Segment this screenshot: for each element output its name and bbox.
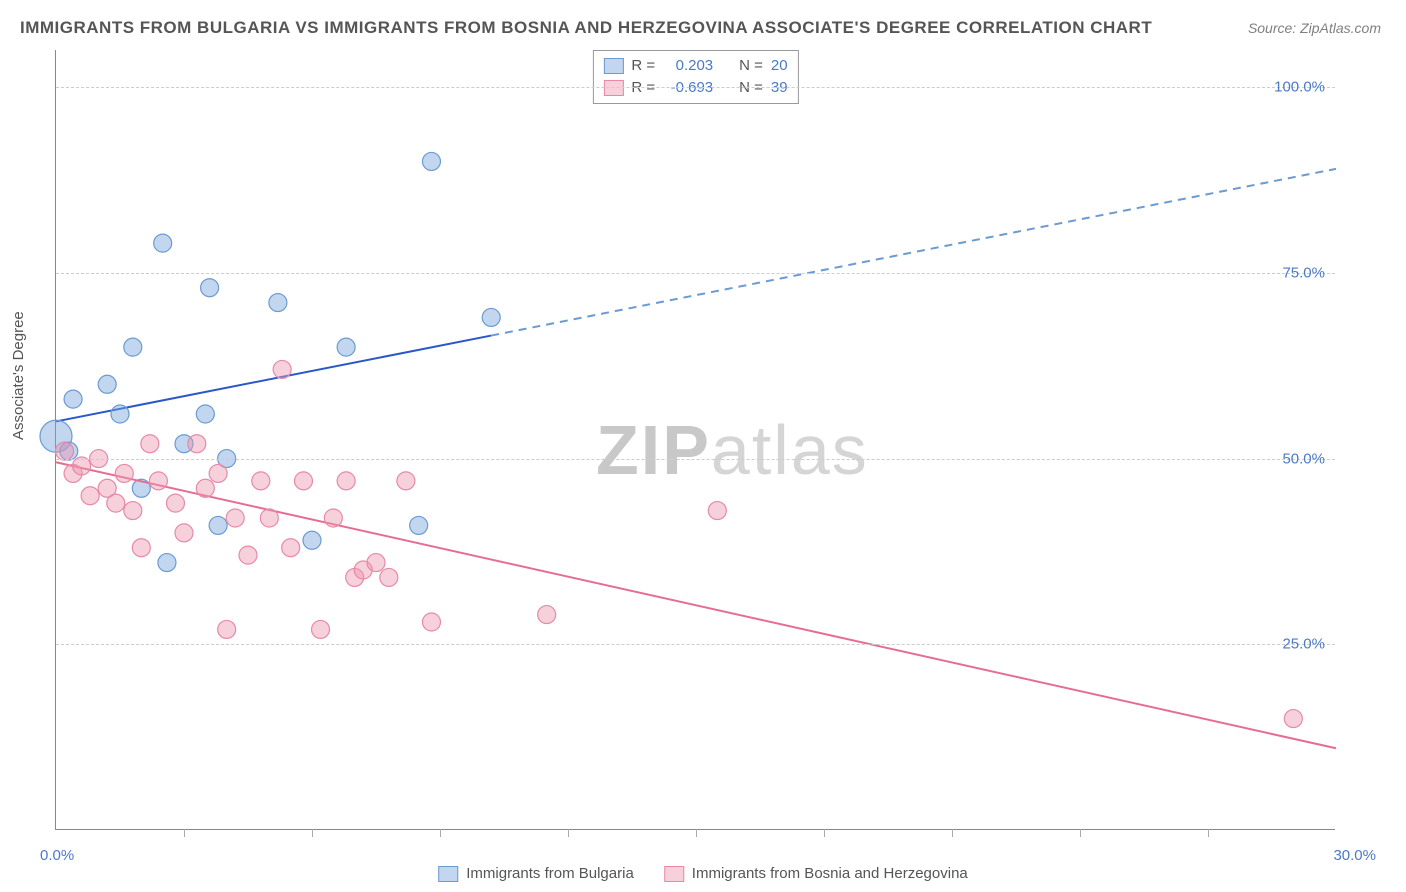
- legend-item-bosnia: Immigrants from Bosnia and Herzegovina: [664, 865, 968, 882]
- chart-area: ZIPatlas R = 0.203 N = 20 R = -0.693 N =…: [55, 50, 1335, 830]
- data-point-bosnia: [273, 360, 291, 378]
- gridline-h: [56, 459, 1335, 460]
- y-tick-label: 100.0%: [1274, 79, 1325, 96]
- x-tick: [1208, 829, 1209, 837]
- data-point-bosnia: [538, 606, 556, 624]
- data-point-bosnia: [196, 479, 214, 497]
- data-point-bulgaria: [196, 405, 214, 423]
- data-point-bosnia: [252, 472, 270, 490]
- data-point-bosnia: [132, 539, 150, 557]
- x-tick: [312, 829, 313, 837]
- data-point-bosnia: [56, 442, 74, 460]
- plot-svg: [56, 50, 1335, 829]
- data-point-bulgaria: [111, 405, 129, 423]
- data-point-bosnia: [397, 472, 415, 490]
- data-point-bosnia: [209, 464, 227, 482]
- gridline-h: [56, 273, 1335, 274]
- data-point-bosnia: [380, 568, 398, 586]
- data-point-bosnia: [149, 472, 167, 490]
- data-point-bosnia: [107, 494, 125, 512]
- regression-line-dash-bulgaria: [491, 169, 1336, 336]
- data-point-bosnia: [218, 620, 236, 638]
- data-point-bosnia: [312, 620, 330, 638]
- gridline-h: [56, 87, 1335, 88]
- data-point-bulgaria: [201, 279, 219, 297]
- x-tick: [568, 829, 569, 837]
- gridline-h: [56, 644, 1335, 645]
- data-point-bulgaria: [422, 152, 440, 170]
- data-point-bosnia: [115, 464, 133, 482]
- legend-swatch-bulgaria-2: [438, 866, 458, 882]
- legend-label-bosnia: Immigrants from Bosnia and Herzegovina: [692, 865, 968, 882]
- data-point-bosnia: [324, 509, 342, 527]
- legend-item-bulgaria: Immigrants from Bulgaria: [438, 865, 634, 882]
- chart-title: IMMIGRANTS FROM BULGARIA VS IMMIGRANTS F…: [20, 18, 1152, 38]
- x-tick: [952, 829, 953, 837]
- data-point-bosnia: [141, 435, 159, 453]
- regression-line-bosnia: [56, 462, 1336, 748]
- data-point-bosnia: [81, 487, 99, 505]
- data-point-bulgaria: [482, 308, 500, 326]
- x-tick: [184, 829, 185, 837]
- legend-label-bulgaria: Immigrants from Bulgaria: [466, 865, 634, 882]
- data-point-bulgaria: [154, 234, 172, 252]
- data-point-bosnia: [166, 494, 184, 512]
- data-point-bosnia: [124, 502, 142, 520]
- data-point-bosnia: [73, 457, 91, 475]
- y-tick-label: 25.0%: [1282, 636, 1325, 653]
- x-tick: [696, 829, 697, 837]
- data-point-bulgaria: [337, 338, 355, 356]
- data-point-bosnia: [337, 472, 355, 490]
- data-point-bulgaria: [269, 294, 287, 312]
- data-point-bosnia: [226, 509, 244, 527]
- data-point-bosnia: [708, 502, 726, 520]
- data-point-bosnia: [367, 554, 385, 572]
- y-tick-label: 50.0%: [1282, 450, 1325, 467]
- data-point-bosnia: [188, 435, 206, 453]
- y-tick-label: 75.0%: [1282, 264, 1325, 281]
- x-tick: [440, 829, 441, 837]
- x-tick-label-30: 30.0%: [1333, 847, 1376, 864]
- data-point-bosnia: [239, 546, 257, 564]
- data-point-bulgaria: [303, 531, 321, 549]
- data-point-bulgaria: [98, 375, 116, 393]
- data-point-bulgaria: [209, 516, 227, 534]
- data-point-bosnia: [282, 539, 300, 557]
- data-point-bosnia: [294, 472, 312, 490]
- data-point-bulgaria: [124, 338, 142, 356]
- x-tick: [824, 829, 825, 837]
- legend-swatch-bosnia-2: [664, 866, 684, 882]
- source-label: Source: ZipAtlas.com: [1248, 20, 1381, 36]
- data-point-bulgaria: [64, 390, 82, 408]
- data-point-bulgaria: [158, 554, 176, 572]
- legend-series: Immigrants from Bulgaria Immigrants from…: [438, 865, 968, 882]
- data-point-bosnia: [260, 509, 278, 527]
- data-point-bosnia: [1284, 710, 1302, 728]
- x-tick: [1080, 829, 1081, 837]
- data-point-bulgaria: [410, 516, 428, 534]
- data-point-bosnia: [422, 613, 440, 631]
- x-tick-label-0: 0.0%: [40, 847, 74, 864]
- y-axis-label: Associate's Degree: [10, 311, 27, 440]
- data-point-bosnia: [175, 524, 193, 542]
